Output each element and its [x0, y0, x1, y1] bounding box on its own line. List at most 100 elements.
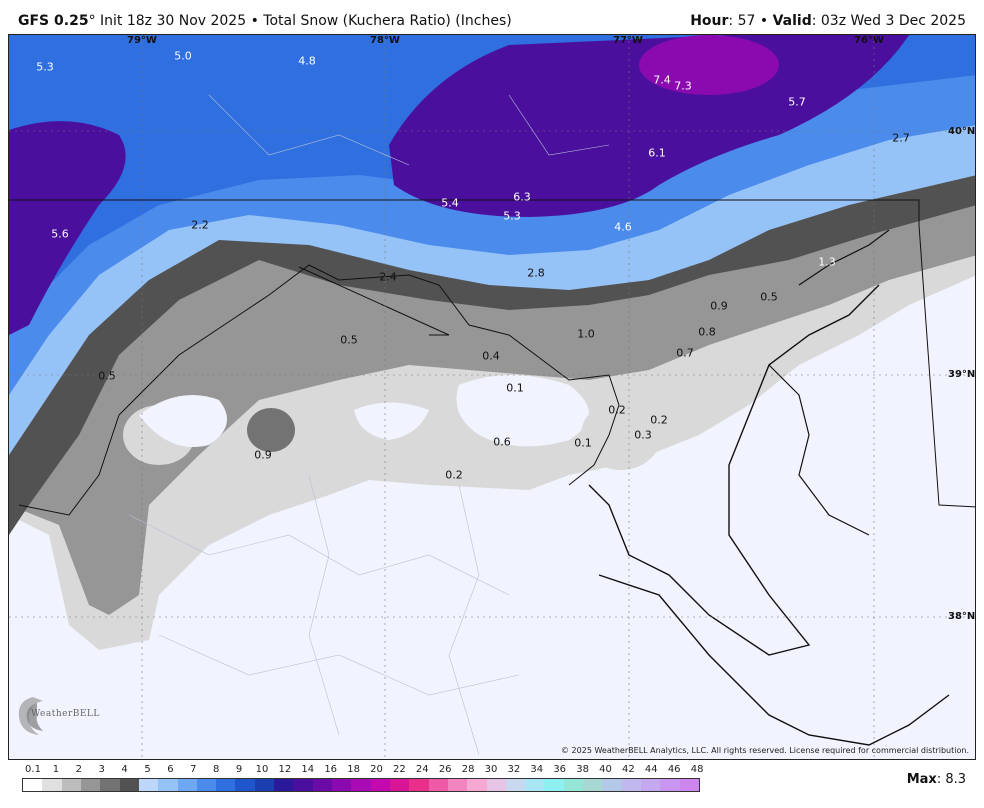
hour-label: Hour — [690, 13, 729, 29]
valid-label: Valid — [772, 13, 812, 29]
legend-swatch — [235, 779, 255, 791]
legend-swatch — [274, 779, 294, 791]
lat-label-40n: 40°N — [948, 126, 976, 137]
legend-swatch — [505, 779, 526, 791]
legend-swatch — [119, 779, 139, 791]
legend-swatch — [447, 779, 468, 791]
legend-swatch — [61, 779, 81, 791]
snow-value-label: 0.4 — [482, 349, 500, 363]
legend-tick-label: 14 — [301, 764, 315, 775]
snow-value-label: 0.9 — [254, 448, 272, 462]
legend-tick-label: 16 — [324, 764, 338, 775]
snow-value-label: 5.3 — [503, 209, 521, 223]
lon-label-76w: 76°W — [854, 35, 884, 46]
valid-value: : 03z Wed 3 Dec 2025 — [811, 13, 966, 29]
legend-swatch — [525, 779, 545, 791]
legend-tick-label: 1 — [52, 764, 60, 775]
legend-swatch — [602, 779, 622, 791]
header: GFS 0.25° Init 18z 30 Nov 2025 • Total S… — [0, 0, 984, 34]
legend-color-bar — [22, 778, 700, 792]
model-name: GFS 0.25 — [18, 13, 89, 29]
legend-swatch — [100, 779, 120, 791]
legend-tick-label: 36 — [553, 764, 567, 775]
legend-swatch — [428, 779, 448, 791]
legend-tick-label: 10 — [255, 764, 269, 775]
legend-tick-label: 5 — [144, 764, 151, 775]
copyright-notice: © 2025 WeatherBELL Analytics, LLC. All r… — [561, 746, 969, 755]
legend-swatch — [621, 779, 641, 791]
legend-tick-label: 8 — [213, 764, 220, 775]
legend-tick-label: 26 — [438, 764, 452, 775]
legend-tick-label: 34 — [530, 764, 544, 775]
legend-swatch — [351, 779, 371, 791]
snow-value-label: 0.2 — [650, 413, 668, 427]
snow-value-label: 6.1 — [648, 146, 666, 160]
legend-swatch — [679, 779, 699, 791]
snow-value-label: 0.1 — [574, 436, 592, 450]
legend-swatch — [641, 779, 661, 791]
legend-tick-label: 6 — [167, 764, 174, 775]
legend-swatch — [254, 779, 275, 791]
legend-swatch — [23, 779, 43, 791]
logo-text: WeatherBELL — [31, 709, 100, 719]
legend-swatch — [389, 779, 410, 791]
snowfall-map: 79°W 78°W 77°W 76°W 40°N 39°N 38°N 5.3 5.… — [8, 34, 976, 760]
snow-value-label: 0.6 — [493, 435, 511, 449]
legend-tick-label: 44 — [644, 764, 658, 775]
snow-value-label: 0.9 — [710, 299, 728, 313]
legend-swatch — [138, 779, 159, 791]
init-time: Init 18z 30 Nov 2025 — [95, 13, 247, 29]
snow-value-label: 0.5 — [98, 369, 116, 383]
snow-value-label: 5.0 — [174, 49, 192, 63]
lat-label-38n: 38°N — [948, 611, 976, 622]
legend-tick-label: 48 — [690, 764, 704, 775]
legend-tick-label: 38 — [576, 764, 589, 775]
legend-swatch — [467, 779, 487, 791]
snow-value-label: 0.5 — [340, 333, 358, 347]
legend-swatch — [544, 779, 564, 791]
legend-swatch — [216, 779, 236, 791]
legend-tick-label: 9 — [235, 764, 243, 775]
legend-swatch — [312, 779, 332, 791]
legend-swatch — [583, 779, 603, 791]
hour-value: : 57 — [728, 13, 756, 29]
legend-tick-label: 32 — [507, 764, 521, 775]
legend-tick-label: 22 — [393, 764, 406, 775]
legend-tick-label: 18 — [347, 764, 360, 775]
legend-swatch — [660, 779, 680, 791]
legend-tick-label: 12 — [278, 764, 292, 775]
legend-tick-label: 20 — [370, 764, 383, 775]
logo-swirl-icon — [18, 697, 43, 735]
legend-tick-label: 40 — [599, 764, 612, 775]
legend-tick-label: 3 — [98, 764, 105, 775]
snow-value-label: 5.6 — [51, 227, 69, 241]
legend-tick-label: 4 — [121, 764, 128, 775]
snow-value-label: 1.3 — [818, 255, 836, 269]
legend-swatch — [177, 779, 197, 791]
max-label: Max — [906, 772, 937, 787]
legend-swatch — [293, 779, 313, 791]
legend-tick-label: 28 — [461, 764, 475, 775]
legend-swatch — [80, 779, 101, 791]
snow-value-label: 0.7 — [676, 346, 694, 360]
snow-value-label: 5.3 — [36, 60, 54, 74]
snow-value-label: 0.2 — [608, 403, 626, 417]
valid-time: Hour: 57 • Valid: 03z Wed 3 Dec 2025 — [690, 13, 966, 29]
legend-swatch — [486, 779, 506, 791]
product-name: Total Snow (Kuchera Ratio) (Inches) — [263, 13, 512, 29]
snow-value-label: 0.8 — [698, 325, 716, 339]
map-graphic — [9, 35, 975, 759]
snow-value-label: 0.3 — [634, 428, 652, 442]
snow-value-label: 5.7 — [788, 95, 806, 109]
legend-tick-label: 24 — [415, 764, 429, 775]
color-legend: 0.1 1 2 3 4 5 6 7 8 9 10 12 14 16 18 20 22 24 26 28 30 32 34 36… — [22, 764, 704, 794]
snow-value-label: 0.2 — [445, 468, 463, 482]
legend-swatch — [158, 779, 178, 791]
snow-band-purple-west — [9, 121, 126, 335]
max-value-box: Max: 8.3 — [907, 772, 966, 787]
legend-tick-label: 42 — [622, 764, 635, 775]
snow-value-label: 2.4 — [379, 270, 397, 284]
degree-mark: ° — [88, 13, 96, 29]
snow-value-label: 6.3 — [513, 190, 531, 204]
snow-value-label: 7.4 — [653, 73, 671, 87]
